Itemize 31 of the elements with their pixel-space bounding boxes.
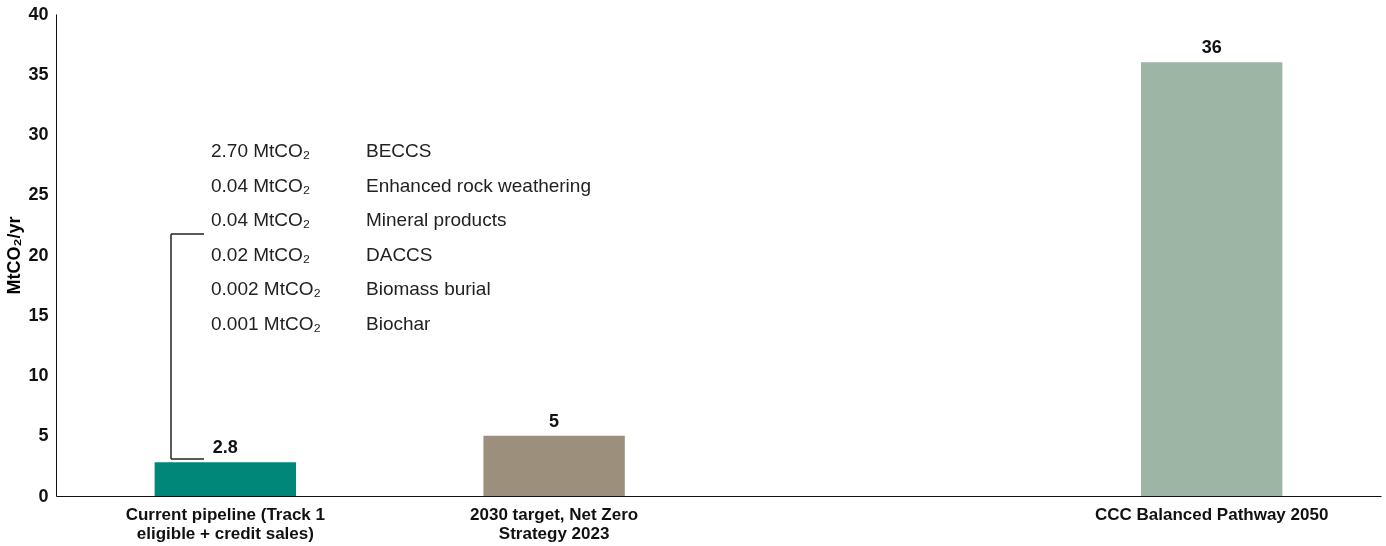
- y-tick-label: 5: [38, 425, 49, 446]
- y-tick-label: 30: [28, 124, 49, 144]
- x-tick-label: Current pipeline (Track 1 eligible + credit sales): [125, 504, 325, 543]
- x-tick-label: 2030 target, Net Zero Strategy 2023: [470, 504, 639, 543]
- annotation: Biochar: [366, 312, 432, 334]
- annotation: Enhanced rock weathering: [366, 174, 591, 196]
- y-axis-title: MtCO₂/yr: [4, 216, 25, 295]
- x-tick-label: CCC Balanced Pathway 2050: [1094, 504, 1329, 524]
- annotation: Mineral products: [366, 209, 507, 230]
- y-tick-label: 15: [28, 304, 49, 325]
- annotation: 0.002 MtCO₂: [211, 278, 321, 299]
- data-label: 2.8: [212, 437, 238, 458]
- annotation: 0.04 MtCO₂: [211, 174, 311, 196]
- bar: [483, 435, 625, 496]
- annotation: Biomass burial: [366, 278, 491, 299]
- data-label: 36: [1201, 37, 1222, 58]
- annotation: 0.04 MtCO₂: [211, 209, 311, 230]
- annotation: 0.001 MtCO₂: [211, 312, 321, 334]
- annotation: 0.02 MtCO₂: [211, 243, 311, 265]
- bar: [1140, 62, 1283, 496]
- y-tick-label: 10: [28, 365, 49, 385]
- y-tick-label: 25: [28, 184, 49, 205]
- y-tick-label: 40: [28, 3, 49, 24]
- data-label: 5: [549, 410, 560, 431]
- y-tick-label: 35: [28, 63, 49, 84]
- y-tick-label: 0: [38, 485, 49, 506]
- annotation: BECCS: [366, 140, 432, 161]
- annotation: DACCS: [366, 243, 433, 265]
- annotation: 2.70 MtCO₂: [211, 140, 311, 161]
- bar: [154, 462, 297, 496]
- y-tick-label: 20: [28, 244, 49, 265]
